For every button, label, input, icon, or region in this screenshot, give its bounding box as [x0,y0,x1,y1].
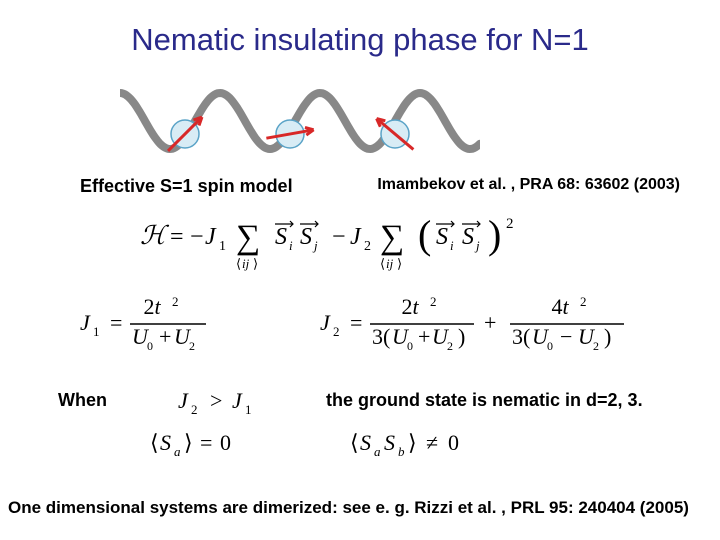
svg-text:S: S [462,224,474,250]
svg-text:0: 0 [220,430,231,455]
condition-inequality: J 2 > J 1 [178,388,298,416]
svg-text:J: J [80,310,91,335]
svg-text:): ) [604,324,611,349]
svg-text:⟩: ⟩ [408,430,417,455]
svg-text:⟩: ⟩ [184,430,193,455]
svg-text:S: S [360,430,371,455]
svg-text:2: 2 [172,294,179,309]
svg-text:≠: ≠ [426,430,438,455]
svg-text:∑: ∑ [236,219,260,256]
svg-text:1: 1 [93,324,100,339]
svg-text:⟩: ⟩ [253,256,258,271]
svg-text:2: 2 [430,294,437,309]
svg-text:+: + [418,324,430,349]
svg-text:S: S [300,224,312,250]
svg-text:4t: 4t [551,294,569,319]
condition-line: When J 2 > J 1 the ground state is nemat… [58,390,678,416]
svg-text:⟨: ⟨ [236,256,241,271]
svg-text:0: 0 [147,339,153,353]
svg-text:2: 2 [593,339,599,353]
svg-text:2t: 2t [143,294,161,319]
svg-text:2: 2 [447,339,453,353]
svg-text:i: i [289,238,293,253]
svg-text:): ) [458,324,465,349]
svg-text:∑: ∑ [380,219,404,256]
j-definitions: J 1 = 2t 2 U 0 + U 2 J 2 = 2t 2 3( U 0 +… [80,294,680,356]
svg-text:ℋ: ℋ [140,221,170,250]
svg-text:2: 2 [580,294,587,309]
svg-text:+: + [484,310,496,335]
svg-text:−: − [560,324,572,349]
svg-text:ij: ij [386,256,394,271]
svg-text:J: J [350,224,362,250]
expectation-values: ⟨ S a ⟩ = 0 ⟨ S a S b ⟩ ≠ 0 [150,430,550,460]
svg-text:−: − [190,224,204,250]
svg-text:2: 2 [189,339,195,353]
svg-text:2t: 2t [401,294,419,319]
svg-text:S: S [384,430,395,455]
svg-text:2: 2 [333,324,340,339]
svg-text:i: i [450,238,454,253]
svg-text:S: S [160,430,171,455]
svg-text:1: 1 [219,239,226,254]
svg-text:1: 1 [245,402,252,416]
svg-text:=: = [170,224,184,250]
svg-text:S: S [436,224,448,250]
svg-text:j: j [312,238,318,253]
spin-model-label: Effective S=1 spin model [80,176,293,196]
footer-reference: One dimensional systems are dimerized: s… [8,498,718,518]
svg-text:J: J [205,224,217,250]
svg-text:−: − [332,224,346,250]
when-label: When [58,390,107,410]
svg-text:0: 0 [547,339,553,353]
svg-text:2: 2 [364,239,371,254]
svg-text:⟨: ⟨ [350,430,359,455]
svg-text:0: 0 [448,430,459,455]
wave-diagram [120,74,480,160]
svg-text:S: S [275,224,287,250]
spin-model-reference: Imambekov et al. , PRA 68: 63602 (2003) [377,176,680,194]
svg-text:⟨: ⟨ [380,256,385,271]
ground-state-text: the ground state is nematic in d=2, 3. [326,390,643,411]
svg-text:b: b [398,444,405,459]
svg-text:2: 2 [506,216,514,232]
svg-text:J: J [320,310,331,335]
svg-text:j: j [474,238,480,253]
svg-text:⟨: ⟨ [150,430,159,455]
svg-text:=: = [110,310,122,335]
svg-text:ij: ij [242,256,250,271]
svg-text:>: > [210,388,222,413]
svg-text:0: 0 [407,339,413,353]
svg-text:3(: 3( [512,324,530,349]
svg-text:J: J [178,388,189,413]
slide-title: Nematic insulating phase for N=1 [0,22,720,58]
svg-text:a: a [174,444,181,459]
hamiltonian-equation: ℋ = − J 1 ∑ ⟨ ij ⟩ S i S j − J 2 ∑ ⟨ ij … [140,210,600,272]
svg-text:=: = [200,430,212,455]
svg-text:a: a [374,444,381,459]
svg-text:+: + [159,324,171,349]
svg-text:2: 2 [191,402,198,416]
svg-text:=: = [350,310,362,335]
svg-text:): ) [488,212,501,257]
svg-text:⟩: ⟩ [397,256,402,271]
svg-text:(: ( [418,212,431,257]
spin-model-line: Effective S=1 spin model Imambekov et al… [80,176,680,202]
svg-text:J: J [232,388,243,413]
svg-text:3(: 3( [372,324,390,349]
